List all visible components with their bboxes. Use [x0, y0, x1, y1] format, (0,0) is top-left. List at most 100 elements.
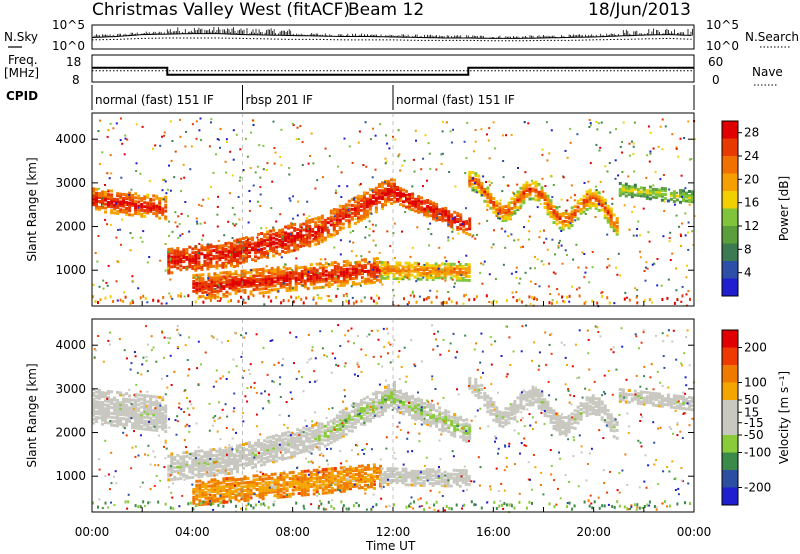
power-cell — [279, 285, 283, 289]
power-cell — [155, 210, 159, 214]
power-cell — [377, 190, 381, 194]
power-cell — [107, 201, 110, 204]
power-cell — [688, 190, 691, 193]
power-cell — [159, 259, 162, 262]
power-cell — [657, 145, 660, 148]
power-cell — [577, 266, 580, 269]
power-cell — [255, 278, 259, 282]
power-cell — [335, 222, 339, 225]
power-cell — [247, 295, 250, 299]
power-cell — [299, 239, 303, 242]
vel-cell — [429, 408, 433, 412]
power-cell — [633, 185, 637, 189]
vel-cell — [338, 424, 342, 428]
power-cell — [224, 277, 227, 280]
power-cell — [209, 243, 213, 247]
power-cell — [251, 242, 254, 246]
power-cell — [143, 215, 147, 218]
power-cell — [504, 230, 507, 233]
power-cell — [419, 267, 423, 271]
power-cell — [443, 262, 447, 266]
vel-cell — [332, 425, 336, 429]
power-cell — [423, 199, 427, 203]
power-cell — [296, 214, 299, 217]
vel-cell — [98, 416, 101, 420]
vel-cell — [230, 467, 233, 471]
power-cell — [297, 295, 300, 299]
vel-cell — [317, 424, 321, 428]
power-cell — [576, 133, 579, 136]
vel-cell — [332, 435, 336, 439]
power-cell — [539, 202, 542, 205]
power-cell — [219, 299, 221, 302]
vel-cell — [182, 465, 186, 468]
vel-cell — [405, 403, 408, 407]
vel-cell — [293, 436, 297, 440]
power-cell — [338, 208, 342, 212]
power-cell — [95, 187, 98, 191]
power-cell — [455, 264, 459, 268]
power-cell — [135, 170, 138, 172]
power-cell — [583, 182, 586, 184]
power-cell — [256, 236, 259, 239]
power-cell — [432, 211, 436, 215]
power-cell — [318, 266, 322, 270]
power-cell — [179, 268, 183, 272]
power-cell — [165, 192, 168, 195]
power-cell — [225, 273, 229, 276]
power-cell — [443, 256, 446, 259]
power-cell — [329, 219, 333, 223]
power-cell — [659, 125, 662, 128]
power-cell — [387, 199, 390, 203]
power-cell — [447, 220, 451, 223]
power-cell — [246, 284, 250, 288]
power-cell — [249, 284, 253, 288]
power-cell — [450, 213, 454, 217]
power-cell — [428, 272, 432, 275]
power-cell — [522, 201, 526, 205]
power-cell — [276, 278, 280, 282]
power-cell — [431, 278, 435, 281]
nsearch-series-line — [91, 37, 692, 42]
power-cell — [332, 229, 336, 233]
power-cell — [231, 265, 234, 268]
power-cell — [687, 221, 690, 224]
power-cell — [359, 204, 363, 208]
power-cell — [299, 233, 303, 237]
power-cell — [353, 200, 357, 204]
power-cell — [149, 207, 153, 211]
vel-cell — [125, 409, 129, 413]
power-cell — [250, 274, 252, 277]
power-cell — [248, 209, 251, 212]
power-cell — [92, 189, 95, 193]
power-cell — [207, 282, 211, 286]
vel-cell — [429, 424, 433, 428]
vel-cell — [200, 474, 204, 478]
power-cell — [405, 199, 408, 203]
power-cell — [176, 248, 180, 252]
power-cell — [377, 196, 381, 200]
power-cell — [125, 195, 129, 199]
power-cell — [465, 293, 467, 296]
power-cell — [236, 262, 239, 266]
power-cell — [170, 247, 174, 251]
vel-cell — [104, 409, 107, 413]
power-cell — [141, 125, 144, 128]
power-cell — [545, 121, 548, 124]
power-cell — [317, 228, 321, 232]
power-cell — [455, 266, 459, 270]
power-cell — [350, 215, 354, 219]
vel-cell — [305, 427, 309, 431]
power-cell — [411, 192, 415, 196]
power-cell — [297, 278, 301, 282]
power-cell — [230, 256, 233, 259]
power-cell — [113, 205, 117, 209]
power-cell — [201, 279, 205, 283]
power-cell — [266, 255, 270, 259]
power-cell — [409, 294, 412, 297]
power-cell — [290, 223, 294, 227]
power-cell — [397, 155, 400, 158]
power-cell — [336, 276, 340, 280]
power-cell — [148, 179, 151, 182]
power-cell — [679, 189, 682, 192]
